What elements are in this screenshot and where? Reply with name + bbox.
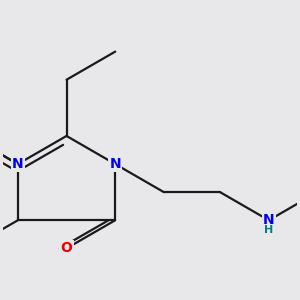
Text: O: O: [61, 242, 73, 255]
Text: N: N: [110, 157, 121, 171]
Text: N: N: [12, 157, 24, 171]
Text: H: H: [264, 225, 273, 235]
Text: N: N: [263, 213, 275, 227]
